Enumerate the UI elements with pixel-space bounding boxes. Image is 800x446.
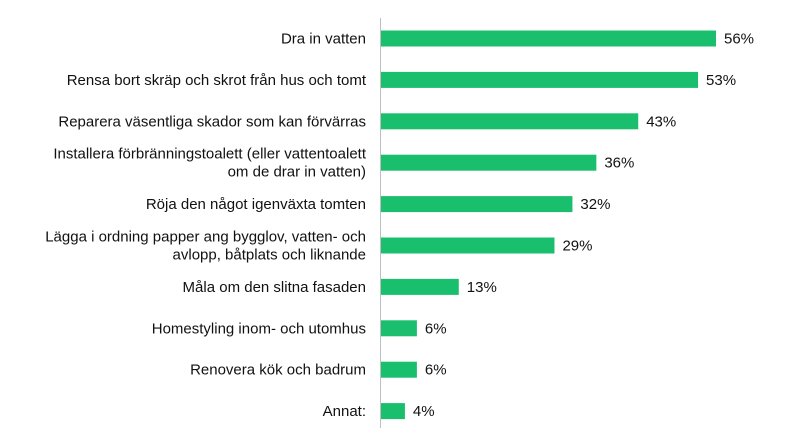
data-label: 29% <box>562 238 592 255</box>
bar <box>381 196 573 213</box>
category-label: om de drar in vatten) <box>228 164 366 181</box>
category-label: Röja den något igenväxta tomten <box>146 196 366 213</box>
bar <box>381 30 716 47</box>
value-labels: 56% 53% 43% 36% 32% 29% 13% 6% 6% 4% <box>413 31 754 421</box>
bar <box>381 320 417 337</box>
category-label: avlopp, båtplats och liknande <box>173 247 366 264</box>
data-label: 56% <box>724 31 754 48</box>
data-label: 13% <box>467 279 497 296</box>
bar <box>381 361 417 378</box>
data-label: 43% <box>646 113 676 130</box>
data-label: 32% <box>580 196 610 213</box>
data-label: 53% <box>706 72 736 89</box>
bar <box>381 71 699 88</box>
category-label: Lägga i ordning papper ang bygglov, vatt… <box>45 229 366 246</box>
data-label: 6% <box>425 320 447 337</box>
category-label: Måla om den slitna fasaden <box>183 279 366 296</box>
category-label: Homestyling inom- och utomhus <box>152 320 366 337</box>
bar <box>381 237 555 254</box>
category-label: Annat: <box>323 403 366 420</box>
data-label: 4% <box>413 403 435 420</box>
category-label: Reparera väsentliga skador som kan förvä… <box>58 113 366 130</box>
category-label: Renovera kök och badrum <box>190 362 366 379</box>
bar <box>381 403 405 420</box>
bar <box>381 154 597 171</box>
bar <box>381 113 639 130</box>
data-label: 36% <box>604 155 634 172</box>
category-label: Installera förbränningstoalett (eller va… <box>53 146 367 163</box>
category-label: Rensa bort skräp och skrot från hus och … <box>67 72 367 89</box>
category-label: Dra in vatten <box>281 31 366 48</box>
bars-layer <box>381 30 716 420</box>
bar <box>381 278 459 295</box>
category-labels: Dra in vatten Rensa bort skräp och skrot … <box>45 31 367 421</box>
data-label: 6% <box>425 362 447 379</box>
